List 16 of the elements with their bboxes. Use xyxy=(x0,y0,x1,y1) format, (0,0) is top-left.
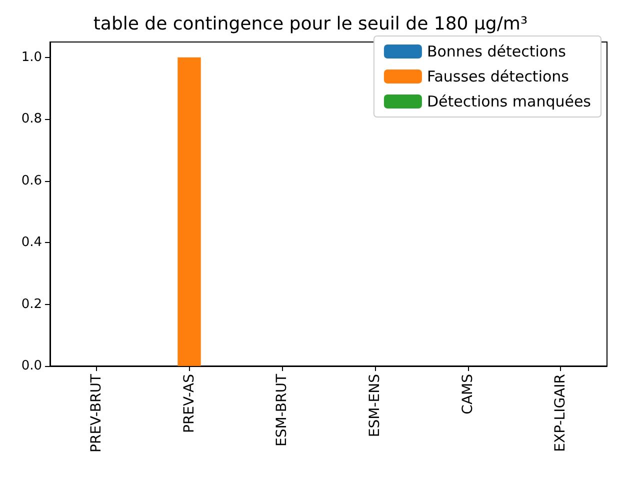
y-tick-label: 0.6 xyxy=(21,173,42,188)
y-tick-label: 1.0 xyxy=(21,50,42,65)
x-tick-label: CAMS xyxy=(460,374,476,414)
legend-label: Bonnes détections xyxy=(426,42,566,60)
x-tick-label: ESM-ENS xyxy=(366,374,383,438)
y-tick-label: 0.8 xyxy=(21,112,42,127)
y-tick-label: 0.4 xyxy=(21,235,42,250)
y-tick-label: 0.2 xyxy=(21,296,42,312)
x-tick-label: EXP-LIGAIR xyxy=(552,374,569,452)
x-tick-label: ESM-BRUT xyxy=(274,374,290,446)
x-tick-label: PREV-BRUT xyxy=(88,374,104,452)
legend-label: Détections manquées xyxy=(426,92,592,110)
legend-label: Fausses détections xyxy=(426,68,570,86)
chart-title: table de contingence pour le seuil de 180 µg/m³ xyxy=(93,14,528,34)
x-tick-label: PREV-AS xyxy=(181,374,198,433)
y-tick-label: 0.0 xyxy=(21,358,42,374)
